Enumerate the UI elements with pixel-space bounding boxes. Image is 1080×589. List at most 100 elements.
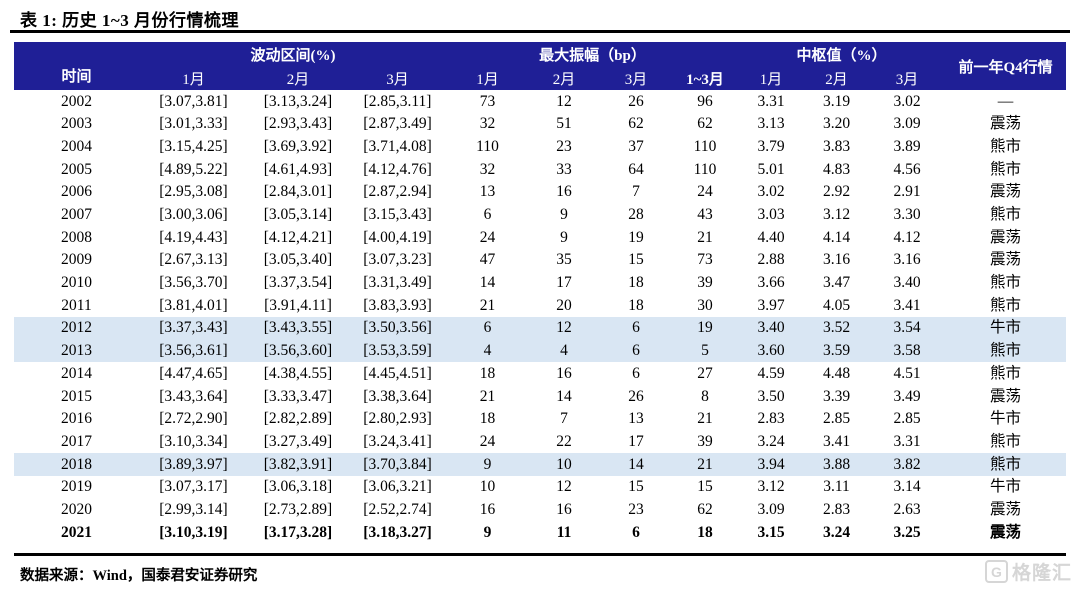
mid-feb-cell: 2.85 <box>822 410 851 428</box>
vol-feb-cell: [3.06,3.18] <box>263 478 333 496</box>
year-cell: 2011 <box>61 296 92 314</box>
mid-jan-cell: 3.12 <box>757 478 785 496</box>
vol-jan-cell: [3.10,3.34] <box>159 432 228 450</box>
mid-jan-cell: 4.40 <box>757 228 785 246</box>
header-group-row: 时间 波动区间(%) 最大振幅（bp） 中枢值（%） 前一年Q4行情 <box>14 42 1067 90</box>
mid-mar-cell: 3.14 <box>893 478 921 496</box>
mid-mar-cell: 2.85 <box>893 410 921 428</box>
mid-jan-cell: 3.02 <box>757 183 785 201</box>
year-cell: 2020 <box>61 500 92 518</box>
amp-mar-cell: 14 <box>600 453 673 476</box>
vol-mar-cell: [2.85,3.11] <box>363 92 432 110</box>
amp-jan-mar-cell: 39 <box>697 274 713 292</box>
amp-feb-cell: 16 <box>556 183 572 201</box>
amp-jan-mar-cell: 19 <box>672 316 739 340</box>
vol-feb-cell: [3.13,3.24] <box>263 92 333 110</box>
vol-jan-cell: [3.15,4.25] <box>159 137 228 155</box>
mid-feb-cell: 3.47 <box>822 274 851 292</box>
prev-year-q4-cell: 震荡 <box>990 115 1022 133</box>
year-cell: 2007 <box>61 206 92 224</box>
vol-feb-cell: [4.38,4.55] <box>263 364 333 382</box>
mid-mar-cell: 3.25 <box>893 523 921 541</box>
vol-mar-cell: [3.06,3.21] <box>363 478 432 496</box>
mid-jan-cell: 3.79 <box>757 137 785 155</box>
amp-feb-cell: 35 <box>556 251 572 269</box>
vol-mar-cell: [3.15,3.43] <box>363 206 432 224</box>
vol-feb-cell: [2.84,3.01] <box>263 183 333 201</box>
vol-jan-cell: [4.19,4.43] <box>159 228 228 246</box>
vol-jan-cell: [3.89,3.97] <box>139 453 248 476</box>
amp-jan-mar-cell: 96 <box>697 92 713 110</box>
mid-mar-cell: 2.63 <box>893 500 921 518</box>
mid-jan-cell: 3.13 <box>757 115 785 133</box>
col-group-volatility-range: 波动区间(%) <box>139 42 448 66</box>
amp-feb-cell: 17 <box>556 274 572 292</box>
amp-jan-cell: 6 <box>483 206 492 224</box>
vol-feb-cell: [3.05,3.14] <box>263 206 333 224</box>
amp-jan-cell: 16 <box>479 500 496 518</box>
vol-jan-cell: [2.95,3.08] <box>159 183 228 201</box>
amp-feb-cell: 4 <box>528 339 601 363</box>
year-cell: 2021 <box>61 523 92 541</box>
amp-feb-cell: 16 <box>556 364 572 382</box>
vol-feb-cell: [2.73,2.89] <box>263 500 333 518</box>
col-header-time: 时间 <box>14 42 139 90</box>
prev-year-q4-cell: 牛市 <box>990 410 1022 428</box>
mid-feb-cell: 3.16 <box>822 251 851 269</box>
table-row: 2010 [3.56,3.70] [3.37,3.54] [3.31,3.49] 14 1… <box>14 272 1066 295</box>
table-row: 2011 [3.81,4.01] [3.91,4.11] [3.83,3.93] 21 2… <box>14 294 1066 317</box>
vol-feb-cell: [3.43,3.55] <box>248 316 348 340</box>
amp-jan-mar-cell: 43 <box>697 206 713 224</box>
mid-jan-cell: 5.01 <box>757 160 785 178</box>
vol-feb-cell: [3.05,3.40] <box>263 251 333 269</box>
prev-year-q4-cell: 熊市 <box>990 296 1022 314</box>
amp-jan-cell: 32 <box>479 160 496 178</box>
amp-jan-mar-cell: 62 <box>697 115 713 133</box>
vol-jan-cell: [4.89,5.22] <box>159 160 228 178</box>
vol-mar-cell: [4.12,4.76] <box>363 160 432 178</box>
vol-jan-cell: [3.81,4.01] <box>159 296 228 314</box>
prev-year-q4-cell: 牛市 <box>945 316 1067 340</box>
prev-year-q4-cell: 熊市 <box>990 364 1022 382</box>
mid-mar-cell: 3.31 <box>893 432 921 450</box>
vol-jan-cell: [3.56,3.61] <box>139 339 248 363</box>
amp-feb-cell: 22 <box>556 432 572 450</box>
gelonghui-watermark: G 格隆汇 <box>984 558 1072 585</box>
year-cell: 2005 <box>61 160 92 178</box>
vol-mar-cell: [3.07,3.23] <box>363 251 432 269</box>
vol-mar-cell: [4.45,4.51] <box>363 364 432 382</box>
amp-jan-mar-cell: 8 <box>701 387 709 405</box>
col-header-amp-jan-mar: 1~3月 <box>672 66 739 90</box>
vol-mar-cell: [3.38,3.64] <box>363 387 432 405</box>
amp-jan-mar-cell: 62 <box>697 500 713 518</box>
table-row: 2020 [2.99,3.14] [2.73,2.89] [2.52,2.74] 16 1… <box>14 498 1066 521</box>
mid-feb-cell: 3.19 <box>822 92 851 110</box>
mid-feb-cell: 4.83 <box>822 160 851 178</box>
amp-jan-mar-cell: 18 <box>697 523 713 541</box>
vol-mar-cell: [3.71,4.08] <box>363 137 432 155</box>
vol-jan-cell: [2.99,3.14] <box>159 500 228 518</box>
mid-feb-cell: 3.52 <box>804 316 870 340</box>
amp-jan-cell: 110 <box>476 137 499 155</box>
prev-year-q4-cell: 熊市 <box>990 206 1022 224</box>
mid-mar-cell: 2.91 <box>893 183 921 201</box>
vol-mar-cell: [3.53,3.59] <box>348 339 448 363</box>
table-row: 2021 [3.10,3.19] [3.17,3.28] [3.18,3.27] 9 11… <box>14 521 1066 544</box>
mid-jan-cell: 3.15 <box>757 523 785 541</box>
amp-feb-cell: 7 <box>560 410 568 428</box>
mid-mar-cell: 4.12 <box>893 228 921 246</box>
mid-mar-cell: 4.56 <box>893 160 921 178</box>
mid-feb-cell: 3.20 <box>822 115 851 133</box>
col-header-vol-mar: 3月 <box>348 66 448 90</box>
mid-feb-cell: 4.05 <box>822 296 851 314</box>
prev-year-q4-cell: 熊市 <box>990 274 1022 292</box>
amp-mar-cell: 26 <box>628 92 644 110</box>
mid-mar-cell: 4.51 <box>893 364 921 382</box>
year-cell: 2017 <box>61 432 92 450</box>
amp-feb-cell: 12 <box>556 478 572 496</box>
amp-jan-cell: 21 <box>479 296 496 314</box>
mid-feb-cell: 3.39 <box>822 387 851 405</box>
amp-feb-cell: 12 <box>528 316 601 340</box>
mid-jan-cell: 3.31 <box>757 92 785 110</box>
mid-mar-cell: 3.02 <box>893 92 921 110</box>
